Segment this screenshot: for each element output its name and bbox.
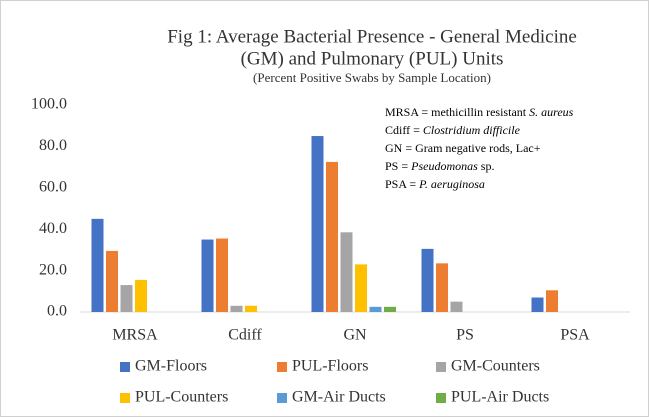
legend-label: GM-Counters [451,358,540,375]
legend-swatch [436,362,446,372]
bar [546,290,558,312]
chart-subtitle: (Percent Positive Swabs by Sample Locati… [253,70,491,85]
y-tick-label: 40.0 [39,220,67,237]
bar [369,306,382,312]
annotation: Cdiff = Clostridium difficile [385,123,521,137]
bar [91,218,104,312]
y-tick-label: 20.0 [39,261,67,278]
bar [421,248,434,312]
bar [201,239,214,312]
bar [340,232,353,312]
annotation-part: PS = [385,159,411,173]
chart-title-line2: (GM) and Pulmonary (PUL) Units [241,48,504,69]
annotation: PS = Pseudomonas sp. [385,159,494,173]
annotation-part: sp. [478,159,495,173]
annotation-part: Clostridium difficile [423,123,521,137]
legend-label: PUL-Floors [292,358,368,375]
annotation-part: S. aureus [529,105,574,119]
y-tick-label: 0.0 [47,303,67,320]
bar [216,238,228,312]
bar [135,279,147,312]
legend-label: PUL-Counters [135,389,228,406]
legend-swatch [277,362,287,372]
legend-label: GM-Air Ducts [292,389,386,406]
bar [450,301,463,312]
annotation: GN = Gram negative rods, Lac+ [385,141,541,155]
legend-label: GM-Floors [135,358,207,375]
annotation: PSA = P. aeruginosa [385,177,485,191]
annotation-part: Cdiff = [385,123,423,137]
annotation-part: P. aeruginosa [418,177,485,191]
annotation-part: GN = Gram negative rods, Lac+ [385,141,541,155]
legend-swatch [277,393,287,403]
y-tick-label: 60.0 [39,178,67,195]
x-tick-label: Cdiff [228,327,262,344]
bar [531,297,544,312]
bar [311,136,324,312]
bar [436,263,448,312]
annotation-part: PSA = [385,177,419,191]
annotation: MRSA = methicillin resistant S. aureus [385,105,574,119]
legend-label: PUL-Air Ducts [451,389,549,406]
chart-title: Fig 1: Average Bacterial Presence - Gene… [167,26,577,47]
legend-swatch [436,393,446,403]
y-tick-label: 80.0 [39,137,67,154]
annotation-part: Pseudomonas [410,159,478,173]
annotation-part: MRSA = methicillin resistant [385,105,529,119]
legend-swatch [120,362,130,372]
x-tick-label: GN [343,327,367,344]
bar [355,264,367,312]
x-tick-label: MRSA [112,327,158,344]
bar [384,306,396,312]
bar [245,305,257,312]
x-tick-label: PS [456,327,474,344]
bar [230,305,243,312]
x-tick-label: PSA [560,327,590,344]
legend-swatch [120,393,130,403]
bar [106,250,118,312]
y-tick-label: 100.0 [31,96,67,113]
bar [120,285,133,312]
bar [326,161,338,312]
